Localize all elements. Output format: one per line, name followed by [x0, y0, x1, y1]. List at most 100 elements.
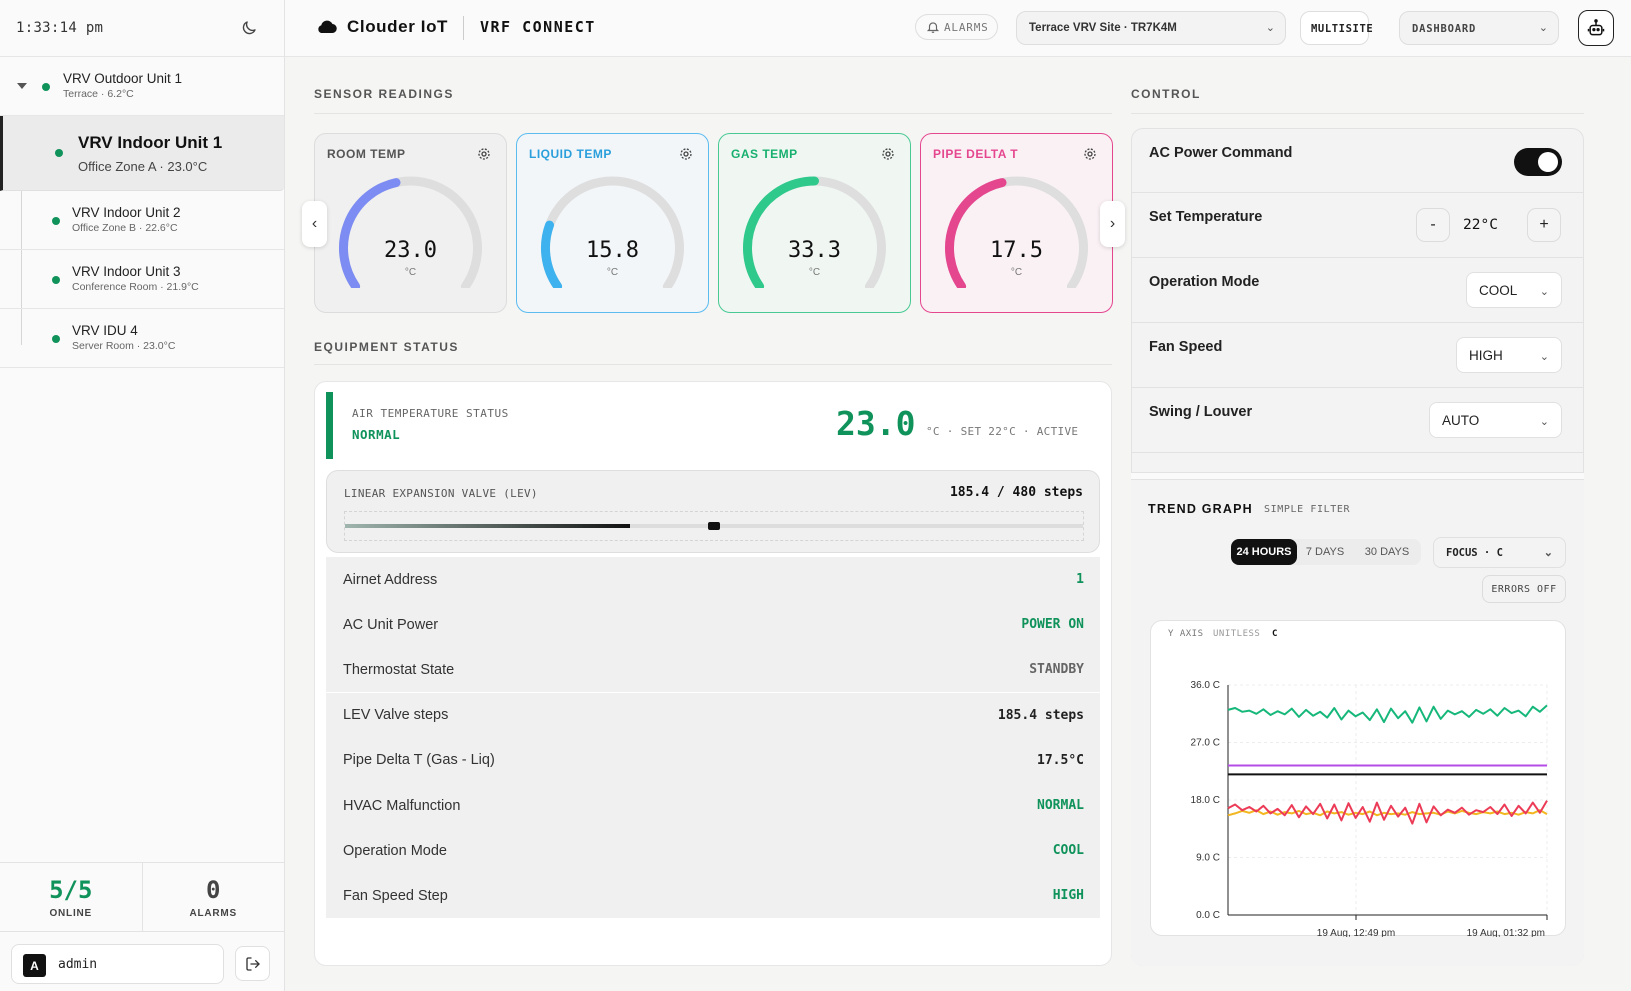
row-value: COOL: [1052, 843, 1084, 859]
status-dot: [42, 83, 50, 91]
plus-icon: +: [1539, 216, 1549, 233]
range-24h[interactable]: 24 HOURS: [1231, 539, 1297, 565]
errors-toggle[interactable]: ERRORS OFF: [1482, 575, 1566, 603]
moon-icon[interactable]: [240, 19, 258, 37]
view-select[interactable]: DASHBOARD ⌄: [1399, 11, 1559, 45]
carousel-prev-button[interactable]: ‹: [302, 201, 327, 247]
air-status-value: NORMAL: [352, 427, 401, 442]
gauge-value: 17.5: [990, 238, 1043, 263]
chevron-down-icon: ⌄: [1539, 416, 1549, 428]
table-row: Pipe Delta T (Gas - Liq) 17.5°C: [326, 737, 1100, 784]
view-label: DASHBOARD: [1412, 23, 1477, 35]
lev-label: LINEAR EXPANSION VALVE (LEV): [344, 487, 538, 500]
air-temp-reading: 23.0: [836, 404, 916, 443]
online-stat: 5/5 ONLINE: [0, 863, 143, 931]
top-bar: Clouder IoT VRF CONNECT ALARMS Terrace V…: [285, 0, 1631, 57]
logout-icon: [245, 956, 261, 972]
row-key: AC Unit Power: [343, 616, 439, 633]
unit-subtitle: Conference Room · 21.9°C: [72, 281, 199, 293]
chevron-left-icon: ‹: [311, 215, 318, 232]
operation-mode-row: Operation Mode COOL ⌄: [1132, 258, 1583, 323]
focus-value: FOCUS · C: [1446, 546, 1503, 559]
y-tick-label: 36.0 C: [1191, 680, 1220, 691]
swing-value: AUTO: [1442, 412, 1480, 428]
range-7d[interactable]: 7 DAYS: [1297, 539, 1353, 565]
gauge-fill: [945, 178, 1007, 288]
product-name: VRF CONNECT: [480, 18, 596, 36]
clock: 1:33:14 pm: [16, 20, 104, 36]
unit-outdoor-1[interactable]: VRV Outdoor Unit 1 Terrace · 6.2°C: [0, 57, 284, 116]
divider: [314, 364, 1112, 365]
row-key: Airnet Address: [343, 571, 438, 588]
gauge-label: ROOM TEMP: [327, 147, 406, 161]
table-row: LEV Valve steps 185.4 steps: [326, 692, 1100, 739]
chevron-down-icon: ⌄: [1539, 351, 1549, 363]
swing-row: Swing / Louver AUTO ⌄: [1132, 388, 1583, 453]
table-row: AC Unit Power POWER ON: [326, 602, 1100, 649]
equipment-panel: AIR TEMPERATURE STATUS NORMAL 23.0 °C · …: [314, 381, 1112, 966]
power-row: AC Power Command: [1132, 129, 1583, 193]
gauge-dial: [743, 176, 886, 288]
table-row: Operation Mode COOL: [326, 828, 1100, 875]
lev-card: LINEAR EXPANSION VALVE (LEV) 185.4 / 480…: [326, 470, 1100, 553]
errors-label: ERRORS OFF: [1491, 583, 1557, 595]
gauge-value: 15.8: [586, 238, 639, 263]
row-key: HVAC Malfunction: [343, 797, 461, 814]
sidebar: 1:33:14 pm VRV Outdoor Unit 1 Terrace · …: [0, 0, 285, 991]
gauge-dial: [541, 176, 684, 288]
set-temp-value: 22°C: [1463, 217, 1498, 233]
range-30d[interactable]: 30 DAYS: [1353, 539, 1421, 565]
trend-panel-divider: [1131, 472, 1584, 480]
multisite-button[interactable]: MULTISITE: [1300, 11, 1373, 45]
online-label: ONLINE: [49, 907, 93, 919]
fan-speed-row: Fan Speed HIGH ⌄: [1132, 323, 1583, 388]
air-temp-meta: °C · SET 22°C · ACTIVE: [926, 425, 1079, 438]
temp-decrease-button[interactable]: -: [1416, 208, 1450, 242]
unit-indoor-1[interactable]: VRV Indoor Unit 1 Office Zone A · 23.0°C: [0, 116, 284, 191]
row-key: Thermostat State: [343, 661, 455, 678]
gauge-liquid-temp: LIQUID TEMP 15.8 °C: [516, 133, 709, 313]
focus-select[interactable]: FOCUS · C ⌄: [1433, 537, 1566, 568]
gauge-label: LIQUID TEMP: [529, 147, 612, 161]
unit-name: VRV Indoor Unit 1: [78, 133, 223, 152]
robot-button[interactable]: [1578, 10, 1614, 46]
gauge-fill: [743, 176, 819, 288]
row-value: POWER ON: [1021, 617, 1084, 633]
user-chip[interactable]: A admin: [11, 944, 224, 984]
air-status-accent: [326, 392, 333, 459]
power-toggle[interactable]: [1514, 148, 1562, 176]
gauge-settings-icon[interactable]: [678, 146, 694, 162]
trend-title: TREND GRAPH: [1148, 502, 1253, 516]
site-select[interactable]: Terrace VRV Site · TR7K4M ⌄: [1016, 11, 1286, 45]
chevron-down-icon: ⌄: [1543, 547, 1553, 559]
unit-idu-4[interactable]: VRV IDU 4 Server Room · 23.0°C: [0, 309, 284, 368]
brand-name: Clouder IoT: [347, 17, 449, 36]
gauge-gas-temp: GAS TEMP 33.3 °C: [718, 133, 911, 313]
x-tick-label: 19 Aug, 12:49 pm: [1317, 928, 1395, 937]
carousel-next-button[interactable]: ›: [1100, 201, 1125, 247]
chevron-down-icon[interactable]: [17, 83, 27, 89]
y-axis-mode[interactable]: UNITLESS: [1213, 629, 1261, 639]
mode-select[interactable]: COOL ⌄: [1466, 272, 1562, 308]
status-dot: [52, 276, 60, 284]
set-temp-label: Set Temperature: [1149, 209, 1263, 225]
temp-increase-button[interactable]: +: [1527, 208, 1561, 242]
gauge-settings-icon[interactable]: [476, 146, 492, 162]
trend-chart[interactable]: 36.0 C 27.0 C 18.0 C 9.0 C 0.0 C 19 Aug, 12:4…: [1151, 637, 1567, 937]
status-dot: [52, 335, 60, 343]
gauge-settings-icon[interactable]: [880, 146, 896, 162]
gauge-settings-icon[interactable]: [1082, 146, 1098, 162]
unit-indoor-3[interactable]: VRV Indoor Unit 3 Conference Room · 21.9…: [0, 250, 284, 309]
toggle-knob: [1538, 152, 1558, 172]
swing-select[interactable]: AUTO ⌄: [1429, 402, 1562, 438]
filter-label[interactable]: SIMPLE FILTER: [1264, 504, 1351, 515]
lev-marker[interactable]: [708, 522, 720, 530]
y-axis-unit[interactable]: C: [1272, 629, 1278, 639]
alarms-button[interactable]: ALARMS: [915, 14, 998, 40]
y-tick-label: 27.0 C: [1191, 738, 1220, 749]
fan-select[interactable]: HIGH ⌄: [1456, 337, 1562, 373]
logout-button[interactable]: [235, 946, 270, 981]
unit-indoor-2[interactable]: VRV Indoor Unit 2 Office Zone B · 22.6°C: [0, 191, 284, 250]
online-count: 5/5: [49, 875, 93, 904]
table-row: Fan Speed Step HIGH: [326, 873, 1100, 920]
